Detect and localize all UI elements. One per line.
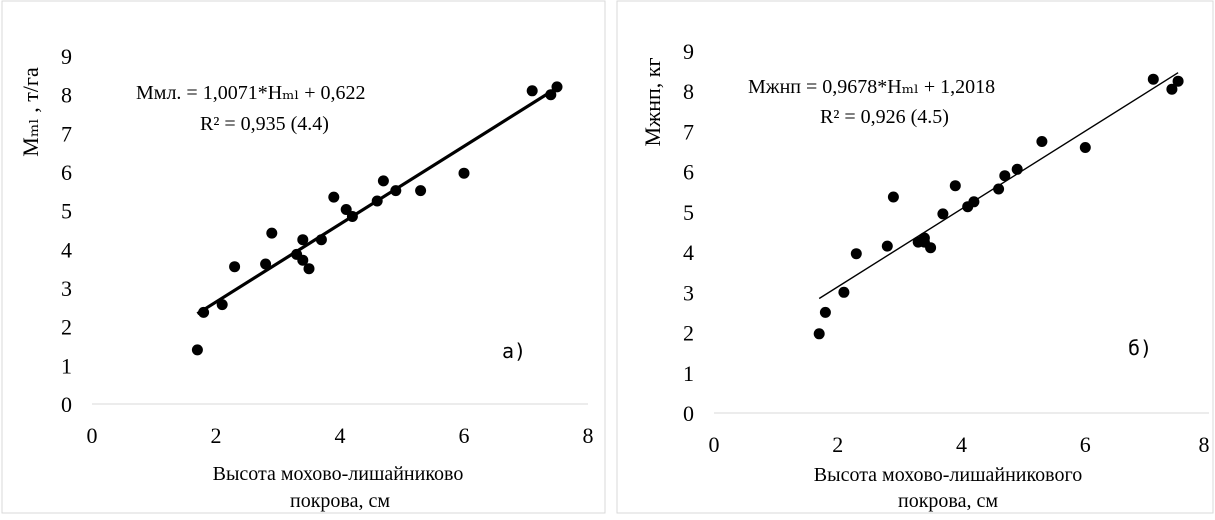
chart-a-data-point [198, 306, 210, 318]
chart-b-data-point [1147, 73, 1159, 85]
chart-a-tag: а) [502, 339, 526, 363]
chart-a-ytick: 6 [61, 160, 72, 185]
chart-a-ytick: 2 [61, 315, 72, 340]
chart-a-data-point [303, 263, 315, 275]
chart-a-xtick: 2 [211, 423, 222, 448]
chart-b-data-point [887, 191, 899, 203]
chart-b-data-point [968, 196, 980, 208]
chart-a-data-point [415, 185, 427, 197]
chart-a-data-point [390, 185, 402, 197]
chart-a-data-point [328, 191, 340, 203]
chart-b-data-point [1172, 75, 1184, 87]
chart-a-ytick: 1 [61, 353, 72, 378]
chart-a-data-point [191, 344, 203, 356]
chart-a-ytick: 0 [61, 392, 72, 417]
chart-a-points [191, 81, 563, 356]
chart-b-ytick: 2 [683, 321, 694, 346]
chart-b-data-point [881, 240, 893, 252]
chart-b-data-point [1166, 83, 1178, 95]
chart-a-data-point [545, 89, 557, 101]
chart-a-data-point [260, 258, 272, 270]
chart-a-data-point [216, 299, 228, 311]
chart-a-x-label-line1: Высота мохово-лишайниково [213, 463, 464, 485]
chart-b-xtick: 6 [1080, 432, 1091, 457]
chart-a-ytick: 4 [61, 237, 72, 262]
chart-b-data-point [819, 306, 831, 318]
chart-b-xtick: 8 [1199, 432, 1210, 457]
chart-b-tag-box [1098, 320, 1190, 376]
chart-a-ytick: 7 [61, 121, 72, 146]
chart-b-equation: Мжнп = 0,9678*Нₘₗ + 1,2018 [748, 76, 995, 98]
chart-b-data-point [1036, 136, 1048, 147]
chart-b-ytick: 7 [683, 119, 694, 144]
chart-b-data-point [999, 170, 1011, 182]
chart-a-tag-box [484, 327, 546, 375]
chart-a-xtick: 0 [87, 423, 98, 448]
chart-b-ytick: 5 [683, 200, 694, 225]
chart-b-xtick: 2 [832, 432, 843, 457]
chart-a-xtick: 4 [335, 423, 346, 448]
chart-b-data-point [993, 183, 1005, 195]
chart-b: 0 1 2 3 4 5 6 7 8 9 0 2 4 6 8 Мжнп, кг В… [616, 0, 1214, 514]
chart-b-ytick: 4 [683, 240, 694, 265]
chart-b-ytick: 0 [683, 401, 694, 426]
chart-a-data-point [229, 261, 241, 273]
chart-b-ytick: 3 [683, 280, 694, 305]
chart-b-data-point [1011, 163, 1023, 175]
chart-a-data-point [526, 85, 538, 97]
chart-b-ytick: 8 [683, 79, 694, 104]
chart-a-ytick: 5 [61, 199, 72, 224]
chart-b-x-label-line1: Высота мохово-лишайникового [814, 464, 1082, 486]
chart-a-data-point [458, 167, 470, 179]
chart-b-xtick: 0 [709, 432, 720, 457]
chart-a-x-ticks: 0 2 4 6 8 [87, 423, 594, 448]
chart-a-data-point [377, 175, 389, 187]
chart-b-x-label-line2: покрова, см [898, 490, 998, 512]
chart-b-r2: R² = 0,926 (4.5) [820, 106, 949, 128]
chart-a-xtick: 6 [459, 423, 470, 448]
chart-b-x-ticks: 0 2 4 6 8 [709, 432, 1210, 457]
chart-b-data-point [937, 208, 949, 220]
chart-a-ytick: 8 [61, 83, 72, 108]
chart-a-data-point [315, 234, 327, 246]
chart-b-data-point [949, 180, 961, 192]
chart-b-xtick: 4 [956, 432, 967, 457]
chart-b-data-point [813, 328, 825, 340]
chart-a-y-ticks: 0 1 2 3 4 5 6 7 8 9 [61, 44, 72, 417]
chart-a-x-label-line2: покрова, см [290, 490, 390, 512]
chart-a-data-point [297, 234, 309, 246]
chart-b-y-label: Мжнп, кг [640, 57, 665, 146]
chart-b-ytick: 1 [683, 361, 694, 386]
chart-a-r2: R² = 0,935 (4.4) [200, 113, 329, 135]
chart-b-frame [616, 0, 1214, 514]
chart-a-data-point [297, 254, 309, 266]
chart-a-data-point [371, 195, 383, 207]
chart-b-ytick: 6 [683, 160, 694, 185]
chart-a: 0 1 2 3 4 5 6 7 8 9 0 2 4 6 8 Мₘₗ , т/га… [1, 0, 606, 514]
chart-b-data-point [925, 242, 937, 254]
chart-b-points [813, 73, 1184, 340]
chart-b-y-ticks: 0 1 2 3 4 5 6 7 8 9 [683, 39, 694, 426]
chart-a-ytick: 3 [61, 276, 72, 301]
chart-a-data-point [346, 211, 358, 222]
chart-a-equation: Ммл. = 1,0071*Нₘₗ + 0,622 [136, 82, 366, 104]
chart-a-ytick: 9 [61, 44, 72, 69]
chart-a-data-point [266, 227, 278, 239]
chart-b-data-point [838, 286, 850, 298]
chart-a-data-point [551, 81, 563, 93]
chart-b-data-point [1079, 142, 1091, 153]
chart-a-xtick: 8 [583, 423, 594, 448]
chart-b-ytick: 9 [683, 39, 694, 64]
chart-a-y-label: Мₘₗ , т/га [18, 67, 43, 157]
chart-b-tag: б) [1128, 336, 1152, 360]
chart-b-data-point [850, 248, 862, 260]
